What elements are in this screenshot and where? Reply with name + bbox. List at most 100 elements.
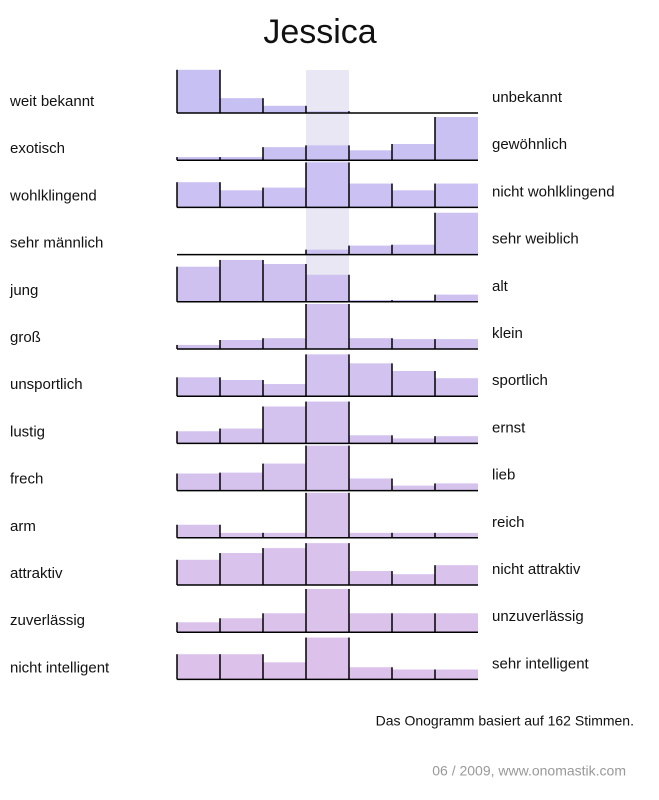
left-label: sehr männlich <box>10 235 103 252</box>
left-label: lustig <box>10 423 45 440</box>
bar <box>435 294 478 302</box>
bar <box>306 637 349 680</box>
left-label: frech <box>10 471 43 488</box>
bar <box>306 543 349 585</box>
right-label: unzuverlässig <box>492 608 584 625</box>
right-label: ernst <box>492 419 526 436</box>
left-label: groß <box>10 329 41 346</box>
bar <box>220 340 263 349</box>
bar <box>220 380 263 397</box>
right-label: sportlich <box>492 372 548 389</box>
left-label: arm <box>10 518 36 535</box>
right-label: alt <box>492 278 509 295</box>
right-label: klein <box>492 325 523 342</box>
left-label: exotisch <box>10 140 65 157</box>
bar <box>349 150 392 161</box>
bar <box>220 532 263 538</box>
bar <box>220 190 263 208</box>
bar <box>435 483 478 491</box>
bar <box>392 613 435 633</box>
bar <box>349 613 392 633</box>
bar <box>263 187 306 208</box>
left-label: zuverlässig <box>10 612 85 629</box>
left-label: nicht intelligent <box>10 659 110 676</box>
left-label: weit bekannt <box>9 93 95 110</box>
bar <box>349 478 392 491</box>
bar <box>435 339 478 349</box>
bar <box>177 344 220 349</box>
bar <box>306 274 349 302</box>
right-label: lieb <box>492 467 515 484</box>
bar <box>220 553 263 585</box>
bar <box>435 613 478 633</box>
bar <box>435 183 478 208</box>
bar <box>392 190 435 208</box>
bar <box>177 182 220 208</box>
bar <box>177 473 220 491</box>
bar <box>349 300 392 302</box>
right-label: gewöhnlich <box>492 136 567 153</box>
bar <box>435 669 478 680</box>
bar <box>349 571 392 585</box>
bar <box>177 69 220 113</box>
bar <box>263 463 306 491</box>
bar <box>349 435 392 444</box>
bar <box>392 244 435 255</box>
bar <box>306 445 349 491</box>
bar <box>435 378 478 397</box>
bar <box>306 589 349 633</box>
bar <box>177 622 220 633</box>
left-label: attraktiv <box>10 565 63 582</box>
bar <box>435 532 478 538</box>
bar <box>392 574 435 585</box>
bar <box>177 377 220 397</box>
bar <box>263 532 306 538</box>
bar <box>263 105 306 113</box>
bar <box>220 98 263 113</box>
bar <box>220 472 263 491</box>
note: Das Onogramm basiert auf 162 Stimmen. <box>376 713 634 729</box>
bar <box>306 401 349 444</box>
right-label: unbekannt <box>492 89 563 106</box>
bar <box>220 654 263 680</box>
right-label: nicht wohlklingend <box>492 183 615 200</box>
bar <box>177 559 220 585</box>
bar <box>392 485 435 491</box>
bar <box>392 339 435 349</box>
bar <box>349 338 392 349</box>
bar <box>349 183 392 208</box>
bar <box>263 662 306 680</box>
bar <box>306 304 349 349</box>
bar <box>306 492 349 538</box>
bar <box>263 613 306 633</box>
left-label: wohlklingend <box>9 187 97 204</box>
bar <box>263 406 306 444</box>
bar <box>435 436 478 444</box>
bar <box>435 117 478 161</box>
bar <box>306 354 349 397</box>
bar <box>306 249 349 255</box>
bar <box>220 428 263 444</box>
bar <box>263 264 306 302</box>
bar <box>177 157 220 161</box>
bar <box>435 212 478 255</box>
bar <box>392 144 435 161</box>
bar <box>392 532 435 538</box>
bar <box>220 157 263 161</box>
bar <box>177 266 220 302</box>
bar <box>306 162 349 208</box>
bar <box>306 111 349 113</box>
bar <box>220 259 263 302</box>
bar <box>263 338 306 349</box>
left-label: unsportlich <box>10 376 83 393</box>
left-label: jung <box>9 282 38 299</box>
bar <box>349 245 392 255</box>
right-label: sehr weiblich <box>492 231 579 248</box>
chart-title: Jessica <box>263 13 376 51</box>
bar <box>263 384 306 397</box>
bar <box>349 363 392 397</box>
bar <box>392 371 435 397</box>
bar <box>263 147 306 161</box>
bar <box>349 532 392 538</box>
